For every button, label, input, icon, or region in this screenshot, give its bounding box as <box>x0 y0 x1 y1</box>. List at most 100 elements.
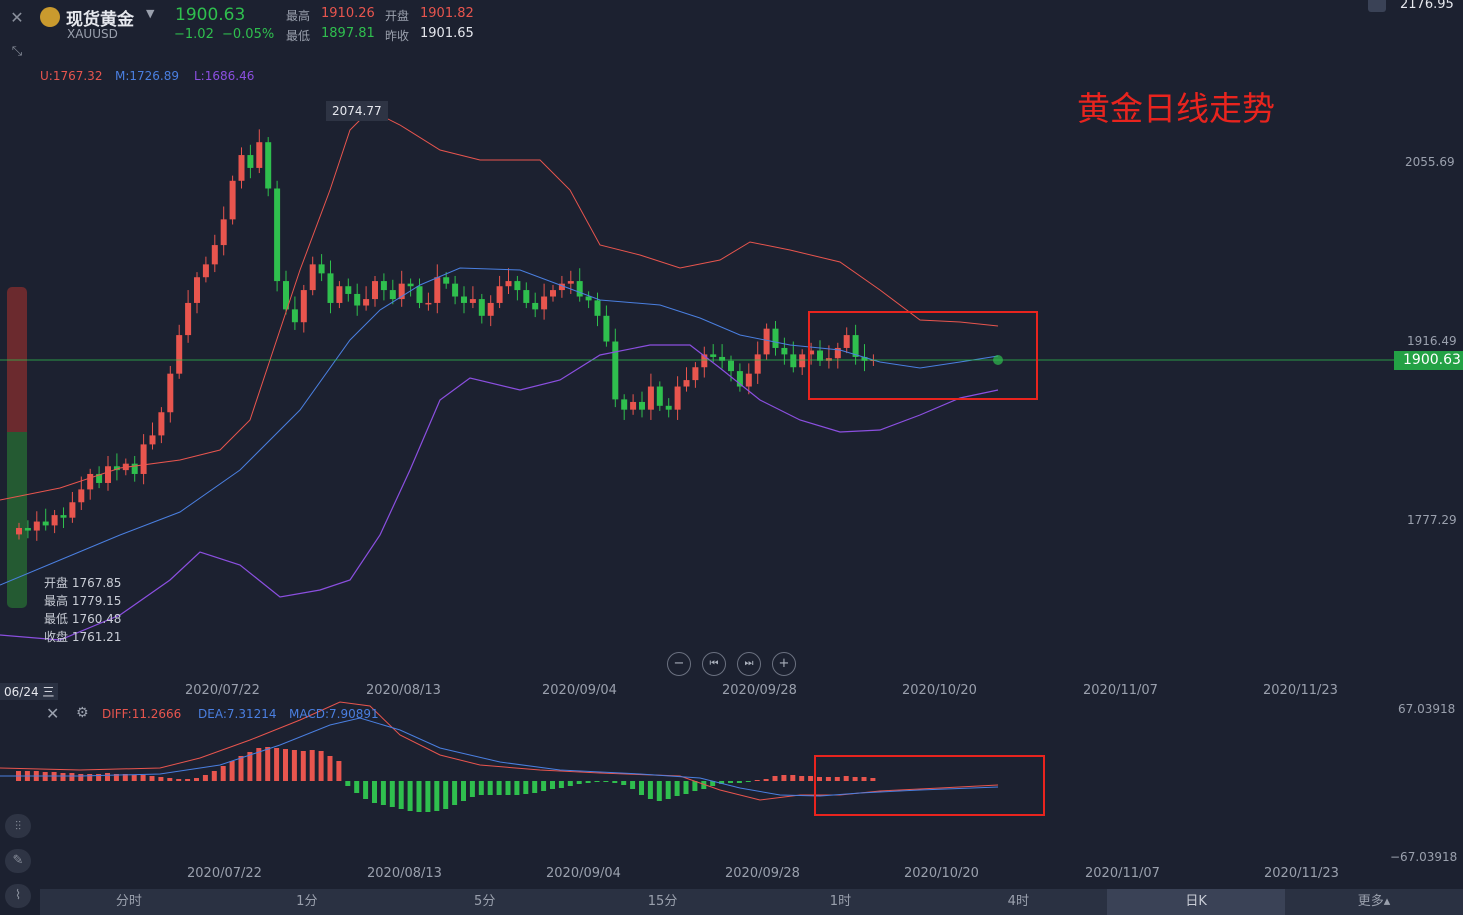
macd-bar <box>683 781 689 794</box>
macd-dea-value: DEA:7.31214 <box>198 707 277 721</box>
macd-bar <box>469 781 475 797</box>
macd-bar <box>834 777 840 781</box>
macd-bar <box>149 776 155 781</box>
draw-pen-icon[interactable]: ✎ <box>5 849 31 873</box>
macd-bar <box>692 781 698 791</box>
macd-bar <box>247 752 253 781</box>
period-tab-more[interactable]: 更多▴ <box>1357 894 1391 909</box>
macd-bar <box>140 775 146 781</box>
candle-body <box>256 142 263 168</box>
candle-body <box>558 283 565 291</box>
period-selector: 分时 1分 5分 15分 1时 4时 日K 更多▴ <box>40 889 1463 915</box>
candle-body <box>461 296 467 303</box>
candle-body <box>363 299 370 306</box>
macd-date-axis-label: 2020/11/07 <box>1085 866 1160 881</box>
period-tab-active[interactable]: 日K <box>1107 889 1286 915</box>
candle-body <box>478 299 485 316</box>
candle-body <box>238 155 245 181</box>
macd-bar <box>220 766 226 781</box>
candle-body <box>647 386 654 410</box>
macd-bar <box>799 776 805 781</box>
instrument-name[interactable]: 现货黄金 <box>66 10 134 30</box>
candle-body <box>692 367 699 381</box>
candle-body <box>683 380 690 387</box>
high-label: 最高 <box>286 9 311 23</box>
candle-body <box>639 401 645 410</box>
macd-bar <box>274 748 280 781</box>
candle-body <box>736 371 743 387</box>
candle-body <box>113 466 120 471</box>
chevron-down-icon[interactable]: ▼ <box>146 7 155 20</box>
macd-bar <box>639 781 644 795</box>
macd-bar <box>185 779 191 781</box>
scroll-left-button[interactable]: ⏮ <box>702 652 726 676</box>
macd-bar <box>621 781 627 785</box>
macd-bar <box>211 771 217 781</box>
macd-bar <box>425 781 431 812</box>
macd-value: MACD:7.90891 <box>289 707 379 721</box>
candle-body <box>176 335 183 374</box>
macd-bar <box>398 781 404 809</box>
zoom-out-button[interactable]: − <box>667 652 691 676</box>
macd-bar <box>105 773 110 781</box>
candle-body <box>469 299 476 303</box>
gold-coin-icon <box>40 7 60 27</box>
macd-bar <box>265 747 271 781</box>
macd-bar <box>505 781 511 795</box>
period-tab[interactable]: 分时 <box>115 894 142 909</box>
candle-body <box>532 302 539 310</box>
period-tab[interactable]: 1分 <box>296 894 318 909</box>
macd-bar <box>567 781 573 786</box>
candle-body <box>594 300 601 316</box>
candle-body <box>861 356 868 361</box>
collapse-icon[interactable]: ⤡ <box>11 44 23 59</box>
top-price-axis-label: 2176.95 <box>1400 0 1454 12</box>
macd-date-axis-label: 2020/09/04 <box>546 866 621 881</box>
candle-body <box>550 290 556 297</box>
macd-axis-top: 67.03918 <box>1398 702 1456 716</box>
macd-bar <box>701 781 707 789</box>
zoom-in-button[interactable]: + <box>772 652 796 676</box>
macd-diff-value: DIFF:11.2666 <box>102 707 182 721</box>
macd-bar <box>585 781 591 783</box>
period-tab[interactable]: 1时 <box>829 894 852 909</box>
candle-body <box>211 245 218 265</box>
macd-date-axis-label: 2020/09/28 <box>725 866 800 881</box>
macd-bar <box>478 781 484 795</box>
date-axis-label: 2020/09/28 <box>722 683 797 698</box>
peak-price-label: 2074.77 <box>326 101 388 121</box>
candle-body <box>131 463 138 474</box>
macd-bar <box>229 761 235 781</box>
macd-bar <box>345 781 351 786</box>
date-axis-label: 2020/08/13 <box>366 683 441 698</box>
period-tab[interactable]: 5分 <box>474 894 496 909</box>
macd-bar <box>256 748 262 781</box>
candle-body <box>247 155 254 168</box>
macd-bar <box>630 781 636 789</box>
candle-body <box>185 302 192 336</box>
candle-body <box>372 281 378 300</box>
macd-bar <box>781 775 787 781</box>
period-tab[interactable]: 4时 <box>1007 894 1029 909</box>
candle-body <box>612 341 619 400</box>
close-indicator-icon[interactable]: ✕ <box>46 704 60 723</box>
bell-icon[interactable] <box>1368 0 1386 12</box>
candle-body <box>772 328 779 348</box>
candle-body <box>265 142 272 189</box>
settings-icon[interactable]: ⚙ <box>76 705 89 721</box>
candle-body <box>817 350 823 361</box>
close-icon[interactable]: ✕ <box>10 8 24 27</box>
scroll-right-button[interactable]: ⏭ <box>737 652 761 676</box>
macd-bar <box>69 773 75 781</box>
annotation-title: 黄金日线走势 <box>1077 89 1275 128</box>
line-tool-icon[interactable]: ⌇ <box>5 884 31 908</box>
candle-body <box>781 347 788 355</box>
period-tab[interactable]: 15分 <box>647 894 678 909</box>
indicator-icon[interactable]: ⫶⫶ <box>5 814 31 838</box>
macd-bar <box>461 781 466 801</box>
candle-body <box>745 373 752 387</box>
macd-bar <box>380 781 386 805</box>
instrument-symbol: XAUUSD <box>67 27 118 41</box>
macd-bar <box>131 775 137 781</box>
